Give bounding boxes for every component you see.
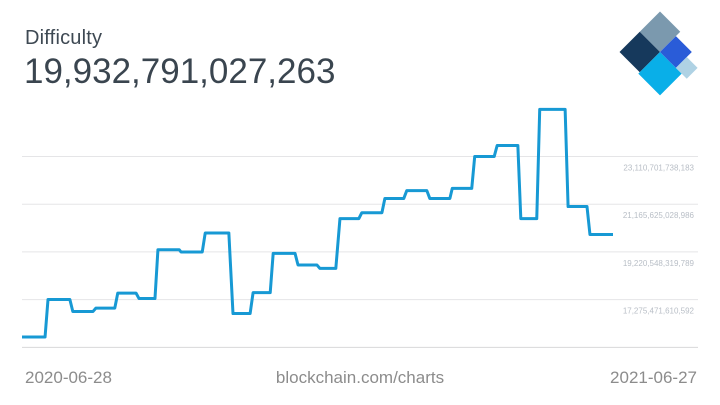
x-axis-end-date: 2021-06-27 xyxy=(610,368,697,387)
current-difficulty-value: 19,932,791,027,263 xyxy=(24,52,336,91)
y-axis-label: 21,165,625,028,986 xyxy=(623,211,695,220)
watermark-blockchain-charts: blockchain.com/charts xyxy=(275,368,445,387)
y-axis-label: 19,220,548,319,789 xyxy=(623,259,695,268)
chart-title: Difficulty xyxy=(25,27,103,49)
blockchain-logo xyxy=(619,11,698,96)
y-axis-label: 23,110,701,738,183 xyxy=(623,164,694,173)
difficulty-line xyxy=(22,107,613,339)
x-axis-start-date: 2020-06-28 xyxy=(25,368,112,387)
logo-cyan-square xyxy=(638,52,682,96)
y-axis-label: 17,275,471,610,592 xyxy=(623,307,695,316)
